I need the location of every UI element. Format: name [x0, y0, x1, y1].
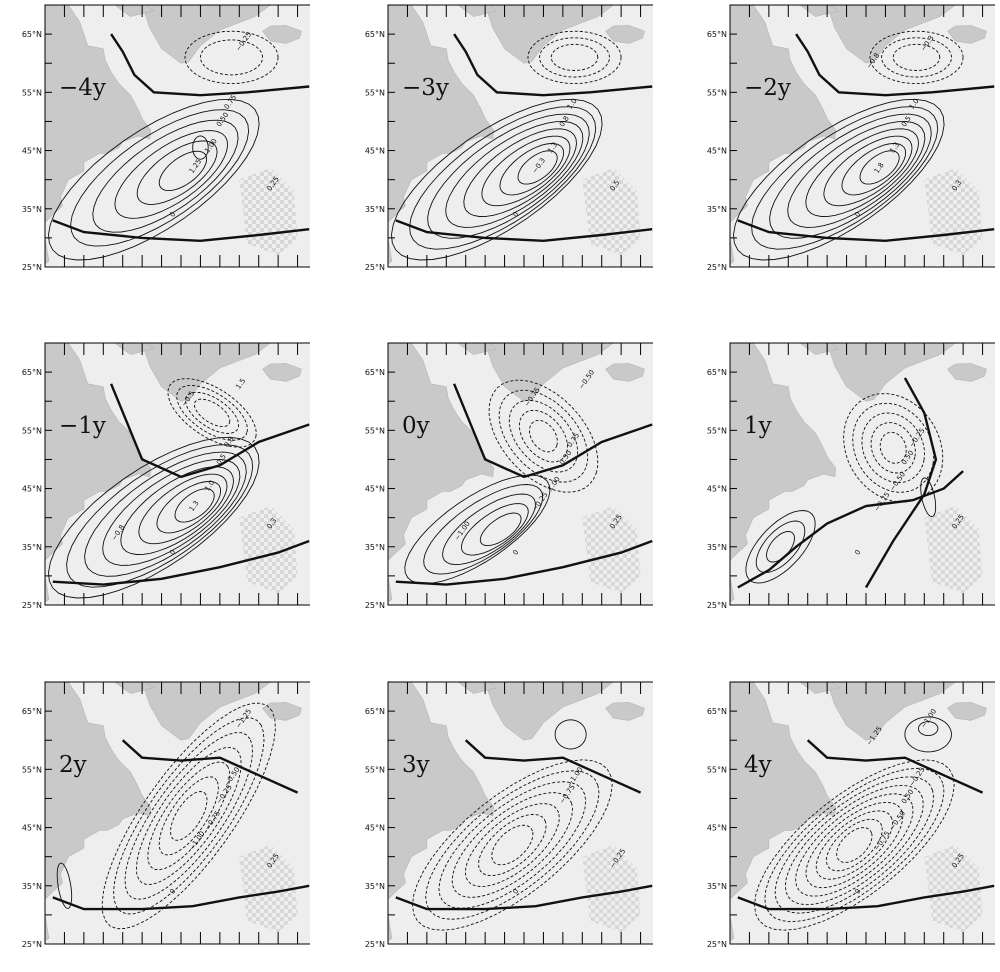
map-area: 00.30.50.81.01.31.5−0.5−0.8	[41, 343, 310, 605]
lat-tick-label: 45°N	[22, 147, 42, 156]
lat-tick-label: 45°N	[365, 824, 385, 833]
lat-tick-label: 65°N	[22, 30, 42, 39]
map-panel: 0 0.3 0.5 0.8 1.0 1.3 1.5 −0.5 −0.8 65°N 55°N 45°N 3…	[0, 338, 310, 608]
lat-tick-label: 35°N	[22, 882, 42, 891]
lat-tick-label: 55°N	[365, 765, 385, 774]
lat-tick-label: 45°N	[707, 824, 727, 833]
map-area: 00.30.51.01.31.8−0.3−0.8	[726, 5, 995, 267]
map-area: 00.25−0.25−0.50−0.75−1.00−1.25	[41, 682, 310, 944]
lat-tick-label: 65°N	[22, 368, 42, 377]
map-area: 00.250.500.751.00−0.25−0.50−0.75−1.00	[384, 343, 653, 605]
panel-year-label: −4y	[59, 75, 106, 101]
lat-tick-label: 35°N	[707, 882, 727, 891]
map-area: 00.250.500.751.001.25−0.25	[41, 5, 310, 267]
panel-year-label: 3y	[402, 752, 430, 778]
map-area: 00.50.81.01.3−0.3	[384, 5, 653, 267]
lat-tick-label: 55°N	[22, 426, 42, 435]
lat-tick-label: 55°N	[707, 88, 727, 97]
lat-tick-label: 65°N	[707, 30, 727, 39]
panel-year-label: −1y	[59, 413, 106, 439]
map-area: 0−0.25−0.75−1.00	[384, 682, 653, 944]
lat-tick-label: 25°N	[22, 263, 42, 270]
lat-tick-label: 25°N	[365, 601, 385, 608]
map-panel: 0 0.3 0.5 1.0 1.3 1.8 −0.3 −0.8 65°N 55°N 45°N 35°N…	[685, 0, 995, 270]
map-svg: 00.30.51.01.31.8−0.3−0.865°N 55°N 45°N 35°N…	[685, 0, 995, 270]
lat-tick-label: 65°N	[365, 368, 385, 377]
lat-tick-label: 25°N	[22, 601, 42, 608]
map-panel: 0 0.25 0.50 −0.25 −0.50 −0.75 65°N 55°N 45°N 35°N…	[685, 338, 995, 608]
lat-tick-label: 45°N	[365, 485, 385, 494]
lat-tick-label: 55°N	[707, 426, 727, 435]
lat-tick-label: 55°N	[365, 426, 385, 435]
panel-year-label: 1y	[744, 413, 772, 439]
lat-tick-label: 25°N	[707, 940, 727, 947]
map-svg: 00.250.500.751.001.25−0.2565°N 55°N 45°N 35…	[0, 0, 310, 270]
panel-year-label: 4y	[744, 752, 772, 778]
map-panel: 0 0.25 0.50 0.75 1.00 1.25 −0.25 65°N 55°N 45°N 35…	[0, 0, 310, 270]
lat-tick-label: 45°N	[707, 485, 727, 494]
lat-tick-label: 35°N	[22, 543, 42, 552]
map-svg: 00.250.500.751.00−0.25−0.50−0.75−1.0065°…	[343, 338, 653, 608]
lat-tick-label: 65°N	[22, 707, 42, 716]
panel-year-label: −3y	[402, 75, 449, 101]
lat-tick-label: 35°N	[707, 543, 727, 552]
lat-tick-label: 25°N	[707, 601, 727, 608]
lat-tick-label: 35°N	[365, 543, 385, 552]
map-panel: 0−0.25−0.75−1.0065°N55°N45°N35°N25°N80°W…	[343, 677, 653, 947]
lat-tick-label: 65°N	[365, 707, 385, 716]
lat-tick-label: 45°N	[22, 824, 42, 833]
panel-year-label: 2y	[59, 752, 87, 778]
lat-tick-label: 65°N	[707, 368, 727, 377]
map-panel: 0 0.25 −0.25 −0.50 −0.75 −1.00 −1.25 65°N 55°N 45…	[0, 677, 310, 947]
map-panel: 0 0.25 0.50 −0.25 −0.50 −0.75 −1.00 −1.25 65°N 55…	[685, 677, 995, 947]
lat-tick-label: 45°N	[707, 147, 727, 156]
lat-tick-label: 45°N	[22, 485, 42, 494]
lat-tick-label: 25°N	[365, 940, 385, 947]
lat-tick-label: 55°N	[22, 88, 42, 97]
map-panel: 0 0.25 0.50 0.75 1.00 −0.25 −0.50 −0.75 −1.00 65°…	[343, 338, 653, 608]
map-svg: 0−0.25−0.75−1.0065°N55°N45°N35°N25°N80°W…	[343, 677, 653, 947]
lat-tick-label: 35°N	[707, 205, 727, 214]
lat-tick-label: 35°N	[365, 205, 385, 214]
lat-tick-label: 65°N	[707, 707, 727, 716]
lat-tick-label: 55°N	[365, 88, 385, 97]
map-svg: 00.30.50.81.01.31.5−0.5−0.865°N 55°N 45°N 3…	[0, 338, 310, 608]
map-area: 00.250.50−0.25−0.50−0.75	[726, 343, 995, 605]
lat-tick-label: 65°N	[365, 30, 385, 39]
lat-tick-label: 25°N	[365, 263, 385, 270]
lat-tick-label: 45°N	[365, 147, 385, 156]
map-svg: 00.50.81.01.3−0.365°N55°N45°N35°N25°N80°…	[343, 0, 653, 270]
lat-tick-label: 55°N	[22, 765, 42, 774]
lat-tick-label: 35°N	[22, 205, 42, 214]
lat-tick-label: 25°N	[22, 940, 42, 947]
lat-tick-label: 35°N	[365, 882, 385, 891]
panel-year-label: 0y	[402, 413, 430, 439]
panel-year-label: −2y	[744, 75, 791, 101]
map-panel: 00.50.81.01.3−0.365°N55°N45°N35°N25°N80°…	[343, 0, 653, 270]
map-svg: 00.250.50−0.25−0.50−0.75−1.00−1.2565°N 55…	[685, 677, 995, 947]
map-area: 00.250.50−0.25−0.50−0.75−1.00−1.25	[726, 682, 995, 944]
lat-tick-label: 25°N	[707, 263, 727, 270]
map-svg: 00.25−0.25−0.50−0.75−1.00−1.2565°N 55°N 45…	[0, 677, 310, 947]
lat-tick-label: 55°N	[707, 765, 727, 774]
